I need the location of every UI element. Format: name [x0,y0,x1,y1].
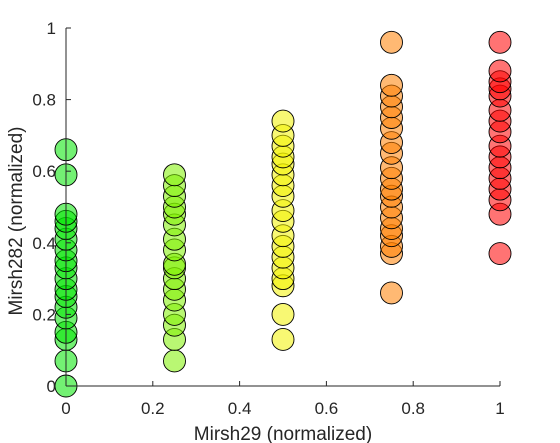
y-tick-label: 0.4 [32,234,56,253]
y-tick-label: 1 [47,19,56,38]
scatter-point [380,30,403,54]
x-tick-label: 0 [61,399,70,418]
y-tick-label: 0.6 [32,162,56,181]
x-tick-label: 1 [495,399,504,418]
scatter-point [380,281,403,305]
points-layer [54,30,512,398]
x-axis-label: Mirsh29 (normalized) [194,424,372,443]
x-tick-label: 0.6 [315,399,339,418]
x-tick-label: 0.8 [401,399,425,418]
scatter-point [163,349,186,373]
scatter-point [380,73,403,97]
scatter-point [488,30,512,54]
x-tick-label: 0.4 [228,399,252,418]
scatter-point [163,163,186,187]
scatter-point [271,302,295,326]
x-tick-label: 0.2 [141,399,165,418]
scatter-point [488,59,512,83]
y-tick-label: 0.2 [32,305,56,324]
y-axis-label: Mirsh282 (normalized) [6,126,27,315]
scatter-point [271,328,295,351]
ticks-layer: 0 0.2 0.4 0.6 0.8 1 0 0.2 0.4 0.6 0.8 1 [32,19,504,418]
y-tick-label: 0 [47,377,56,396]
scatter-point [271,109,295,133]
scatter-point [488,242,512,265]
y-tick-label: 0.8 [32,91,56,110]
